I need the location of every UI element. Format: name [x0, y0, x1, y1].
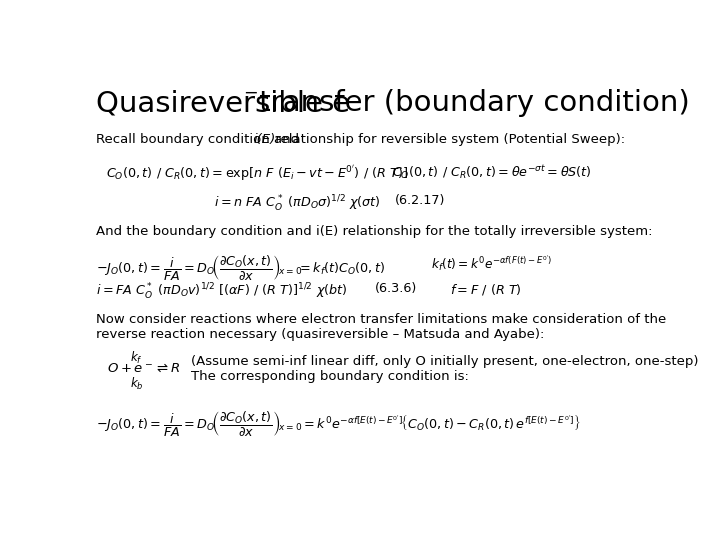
- Text: $k_b$: $k_b$: [130, 376, 144, 392]
- Text: i(E): i(E): [253, 132, 276, 146]
- Text: $-J_O(0,t) = \dfrac{i}{FA} = D_O\!\left(\dfrac{\partial C_O(x,t)}{\partial x}\ri: $-J_O(0,t) = \dfrac{i}{FA} = D_O\!\left(…: [96, 410, 581, 439]
- Text: $k_f(t) = k^0 e^{-\alpha f(F(t)-E^{0'})}$: $k_f(t) = k^0 e^{-\alpha f(F(t)-E^{0'})}…: [431, 253, 552, 273]
- Text: $k_f$: $k_f$: [130, 350, 143, 366]
- Text: $C_O(0,t)\ /\ C_R(0,t) = \theta e^{-\sigma t} = \theta S(t)$: $C_O(0,t)\ /\ C_R(0,t) = \theta e^{-\sig…: [392, 164, 592, 181]
- Text: $-J_O(0,t) = \dfrac{i}{FA} = D_O\!\left(\dfrac{\partial C_O(x,t)}{\partial x}\ri: $-J_O(0,t) = \dfrac{i}{FA} = D_O\!\left(…: [96, 253, 385, 282]
- Text: −: −: [243, 83, 257, 102]
- Text: (6.3.6): (6.3.6): [375, 282, 418, 295]
- Text: transfer (boundary condition): transfer (boundary condition): [251, 90, 690, 117]
- Text: $O + e^- \rightleftharpoons R$: $O + e^- \rightleftharpoons R$: [107, 362, 181, 375]
- Text: $i = FA\ C_O^*\ (\pi D_O v)^{1/2}\ [(\alpha F)\ /\ (R\ T)]^{1/2}\ \chi(bt)$: $i = FA\ C_O^*\ (\pi D_O v)^{1/2}\ [(\al…: [96, 282, 348, 302]
- Text: $i = n\ FA\ C_O^*\ (\pi D_O \sigma)^{1/2}\ \chi(\sigma t)$: $i = n\ FA\ C_O^*\ (\pi D_O \sigma)^{1/2…: [214, 194, 381, 214]
- Text: (6.2.17): (6.2.17): [395, 194, 445, 207]
- Text: reverse reaction necessary (quasireversible – Matsuda and Ayabe):: reverse reaction necessary (quasireversi…: [96, 328, 544, 341]
- Text: And the boundary condition and i(E) relationship for the totally irreversible sy: And the boundary condition and i(E) rela…: [96, 225, 653, 238]
- Text: The corresponding boundary condition is:: The corresponding boundary condition is:: [191, 370, 469, 383]
- Text: $f = F\ /\ (R\ T)$: $f = F\ /\ (R\ T)$: [451, 282, 522, 297]
- Text: Now consider reactions where electron transfer limitations make consideration of: Now consider reactions where electron tr…: [96, 313, 667, 326]
- Text: (Assume semi-inf linear diff, only O initially present, one-electron, one-step): (Assume semi-inf linear diff, only O ini…: [191, 355, 698, 368]
- Text: Recall boundary condition and: Recall boundary condition and: [96, 132, 304, 146]
- Text: $C_O(0,t)\ /\ C_R(0,t) = \exp[n\ F\ (E_i - vt - E^{0'})\ /\ (R\ T)]$: $C_O(0,t)\ /\ C_R(0,t) = \exp[n\ F\ (E_i…: [106, 164, 408, 183]
- Text: relationship for reversible system (Potential Sweep):: relationship for reversible system (Pote…: [271, 132, 626, 146]
- Text: Quasireversible e: Quasireversible e: [96, 90, 350, 117]
